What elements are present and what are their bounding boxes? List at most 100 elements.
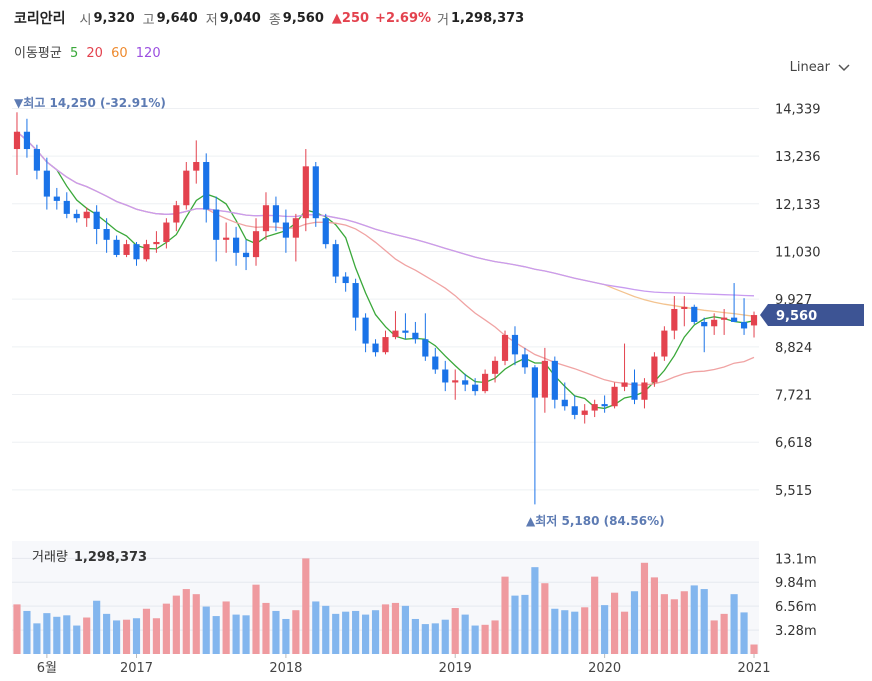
candle-body — [193, 162, 200, 171]
ma-5: 5 — [69, 46, 79, 61]
volume-bar — [222, 601, 230, 654]
candle — [113, 235, 120, 258]
candle-body — [731, 317, 738, 322]
candle-body — [183, 170, 190, 206]
volume-bar — [581, 607, 589, 654]
candle-body — [551, 360, 558, 400]
candle — [750, 311, 758, 338]
candle — [312, 162, 319, 227]
candle — [292, 213, 299, 262]
volume-bar — [122, 619, 131, 654]
candle-body — [691, 306, 698, 322]
close-value: 9,560 — [282, 10, 324, 26]
candle-body — [173, 205, 180, 223]
candle — [133, 241, 140, 266]
candle-body — [312, 166, 319, 219]
candle — [73, 209, 80, 223]
moving-average-legend[interactable]: 이동평균 5 20 60 120 — [14, 42, 165, 61]
candle-body — [671, 308, 678, 331]
candle — [482, 369, 489, 394]
candle-body — [740, 321, 748, 329]
candle-body — [93, 211, 100, 230]
volume-bar — [730, 594, 738, 654]
candle-body — [272, 205, 280, 223]
volume-bar — [531, 567, 539, 654]
candle-body — [352, 283, 359, 318]
candle-body — [701, 321, 708, 327]
volume-bar — [561, 610, 569, 654]
candle-body — [661, 330, 668, 357]
candle — [272, 196, 280, 232]
candle — [23, 118, 31, 158]
volume-bar — [352, 610, 360, 654]
candle-body — [342, 276, 349, 284]
candle-body — [203, 162, 210, 210]
candle — [452, 369, 459, 400]
candle-body — [252, 231, 260, 258]
candle — [153, 231, 160, 253]
volume-bar — [312, 601, 320, 654]
candle — [143, 239, 150, 262]
volume-bar — [451, 608, 459, 654]
candle — [740, 298, 748, 335]
volume-bar — [212, 616, 220, 654]
volume-bar — [162, 603, 170, 654]
time-axis: 6월 2017 2018 2019 2020 2021 — [37, 654, 771, 676]
time-tick-label: 2019 — [439, 661, 472, 676]
candle — [213, 196, 220, 262]
candle-body — [581, 410, 588, 415]
volume-bar — [361, 614, 370, 654]
candle-body — [33, 149, 40, 171]
candle-body — [651, 356, 658, 383]
volume-bar — [322, 605, 330, 654]
price-tick-label: 11,030 — [775, 245, 821, 260]
volume-bar — [571, 611, 579, 654]
ma-60-line — [16, 131, 755, 317]
high-annotation: ▼최고 14,250 (-32.91%) — [14, 95, 166, 110]
candle — [43, 157, 50, 210]
chevron-down-icon — [838, 63, 850, 71]
candle — [422, 313, 429, 361]
candle — [561, 382, 568, 411]
candle-body — [561, 399, 568, 407]
volume-bar — [431, 623, 439, 654]
candle — [581, 404, 588, 424]
volume-bar — [252, 584, 260, 654]
volume-bar — [83, 617, 91, 654]
scale-dropdown[interactable]: Linear — [790, 60, 850, 75]
change-value: ▲250 — [331, 10, 370, 26]
candle — [501, 330, 509, 366]
candle-body — [103, 229, 110, 240]
candle — [33, 144, 40, 180]
candle-body — [621, 382, 628, 387]
candle-body — [143, 244, 150, 260]
current-price-tag-shape — [760, 304, 864, 327]
candle-body — [63, 200, 70, 214]
candle — [332, 239, 339, 284]
candle-body — [631, 382, 638, 400]
candle-body — [233, 237, 240, 253]
candle — [223, 222, 230, 253]
volume-bar — [112, 620, 121, 654]
candles — [13, 112, 758, 505]
candle — [631, 369, 638, 405]
candle-body — [711, 319, 718, 327]
volume-bar — [630, 591, 639, 654]
volume-bar — [740, 612, 748, 654]
low-value: 9,040 — [219, 10, 261, 26]
price-tick-label: 12,133 — [775, 198, 821, 213]
candle-body — [213, 209, 220, 240]
candle-body — [491, 360, 499, 374]
candle-body — [382, 337, 389, 353]
volume-bar — [282, 618, 290, 654]
candle — [681, 296, 688, 327]
low-label: 저 — [205, 12, 218, 28]
volume-bar — [93, 600, 101, 654]
candle — [242, 239, 250, 271]
volume-bar — [192, 594, 200, 654]
volume-bar — [441, 619, 449, 654]
price-tick-label: 6,618 — [775, 436, 812, 451]
current-price-tag-text: 9,560 — [776, 309, 817, 324]
price-tick-label: 7,721 — [775, 389, 812, 404]
